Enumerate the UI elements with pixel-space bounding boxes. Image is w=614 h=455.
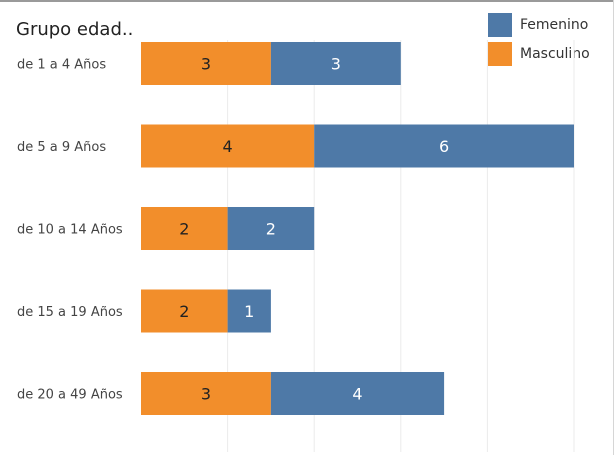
legend: Femenino Masculino bbox=[488, 12, 590, 70]
data-label-masculino: 4 bbox=[223, 137, 233, 156]
legend-label-femenino: Femenino bbox=[520, 16, 589, 33]
legend-item-masculino[interactable]: Masculino bbox=[488, 41, 590, 66]
bar-masculino bbox=[141, 42, 271, 85]
data-label-femenino: 3 bbox=[331, 55, 341, 74]
data-label-masculino: 2 bbox=[179, 302, 189, 321]
legend-swatch-femenino bbox=[488, 12, 512, 37]
bar-masculino bbox=[141, 124, 315, 168]
data-label-femenino: 1 bbox=[244, 302, 254, 321]
bar-femenino bbox=[270, 42, 401, 85]
legend-item-femenino[interactable]: Femenino bbox=[488, 12, 590, 37]
legend-swatch-masculino bbox=[488, 41, 512, 66]
bar-femenino bbox=[314, 124, 574, 168]
chart-title: Grupo edad.. bbox=[16, 19, 134, 40]
category-label: de 5 a 9 Años bbox=[17, 140, 106, 155]
data-label-masculino: 3 bbox=[201, 55, 211, 74]
data-label-femenino: 2 bbox=[266, 220, 276, 239]
top-border bbox=[0, 0, 614, 2]
data-label-femenino: 4 bbox=[352, 385, 362, 404]
category-label: de 20 a 49 Años bbox=[17, 388, 123, 403]
bar-femenino bbox=[227, 207, 315, 250]
data-label-femenino: 6 bbox=[439, 137, 449, 156]
bar-femenino bbox=[227, 289, 271, 333]
bar-masculino bbox=[141, 289, 228, 333]
data-label-masculino: 2 bbox=[179, 220, 189, 239]
category-label: de 15 a 19 Años bbox=[17, 305, 123, 320]
category-label: de 1 a 4 Años bbox=[17, 58, 106, 73]
bar-masculino bbox=[141, 207, 228, 250]
legend-label-masculino: Masculino bbox=[520, 45, 590, 62]
category-label: de 10 a 14 Años bbox=[17, 223, 123, 238]
data-label-masculino: 3 bbox=[201, 385, 211, 404]
bar-femenino bbox=[270, 372, 445, 415]
bar-masculino bbox=[141, 372, 271, 415]
